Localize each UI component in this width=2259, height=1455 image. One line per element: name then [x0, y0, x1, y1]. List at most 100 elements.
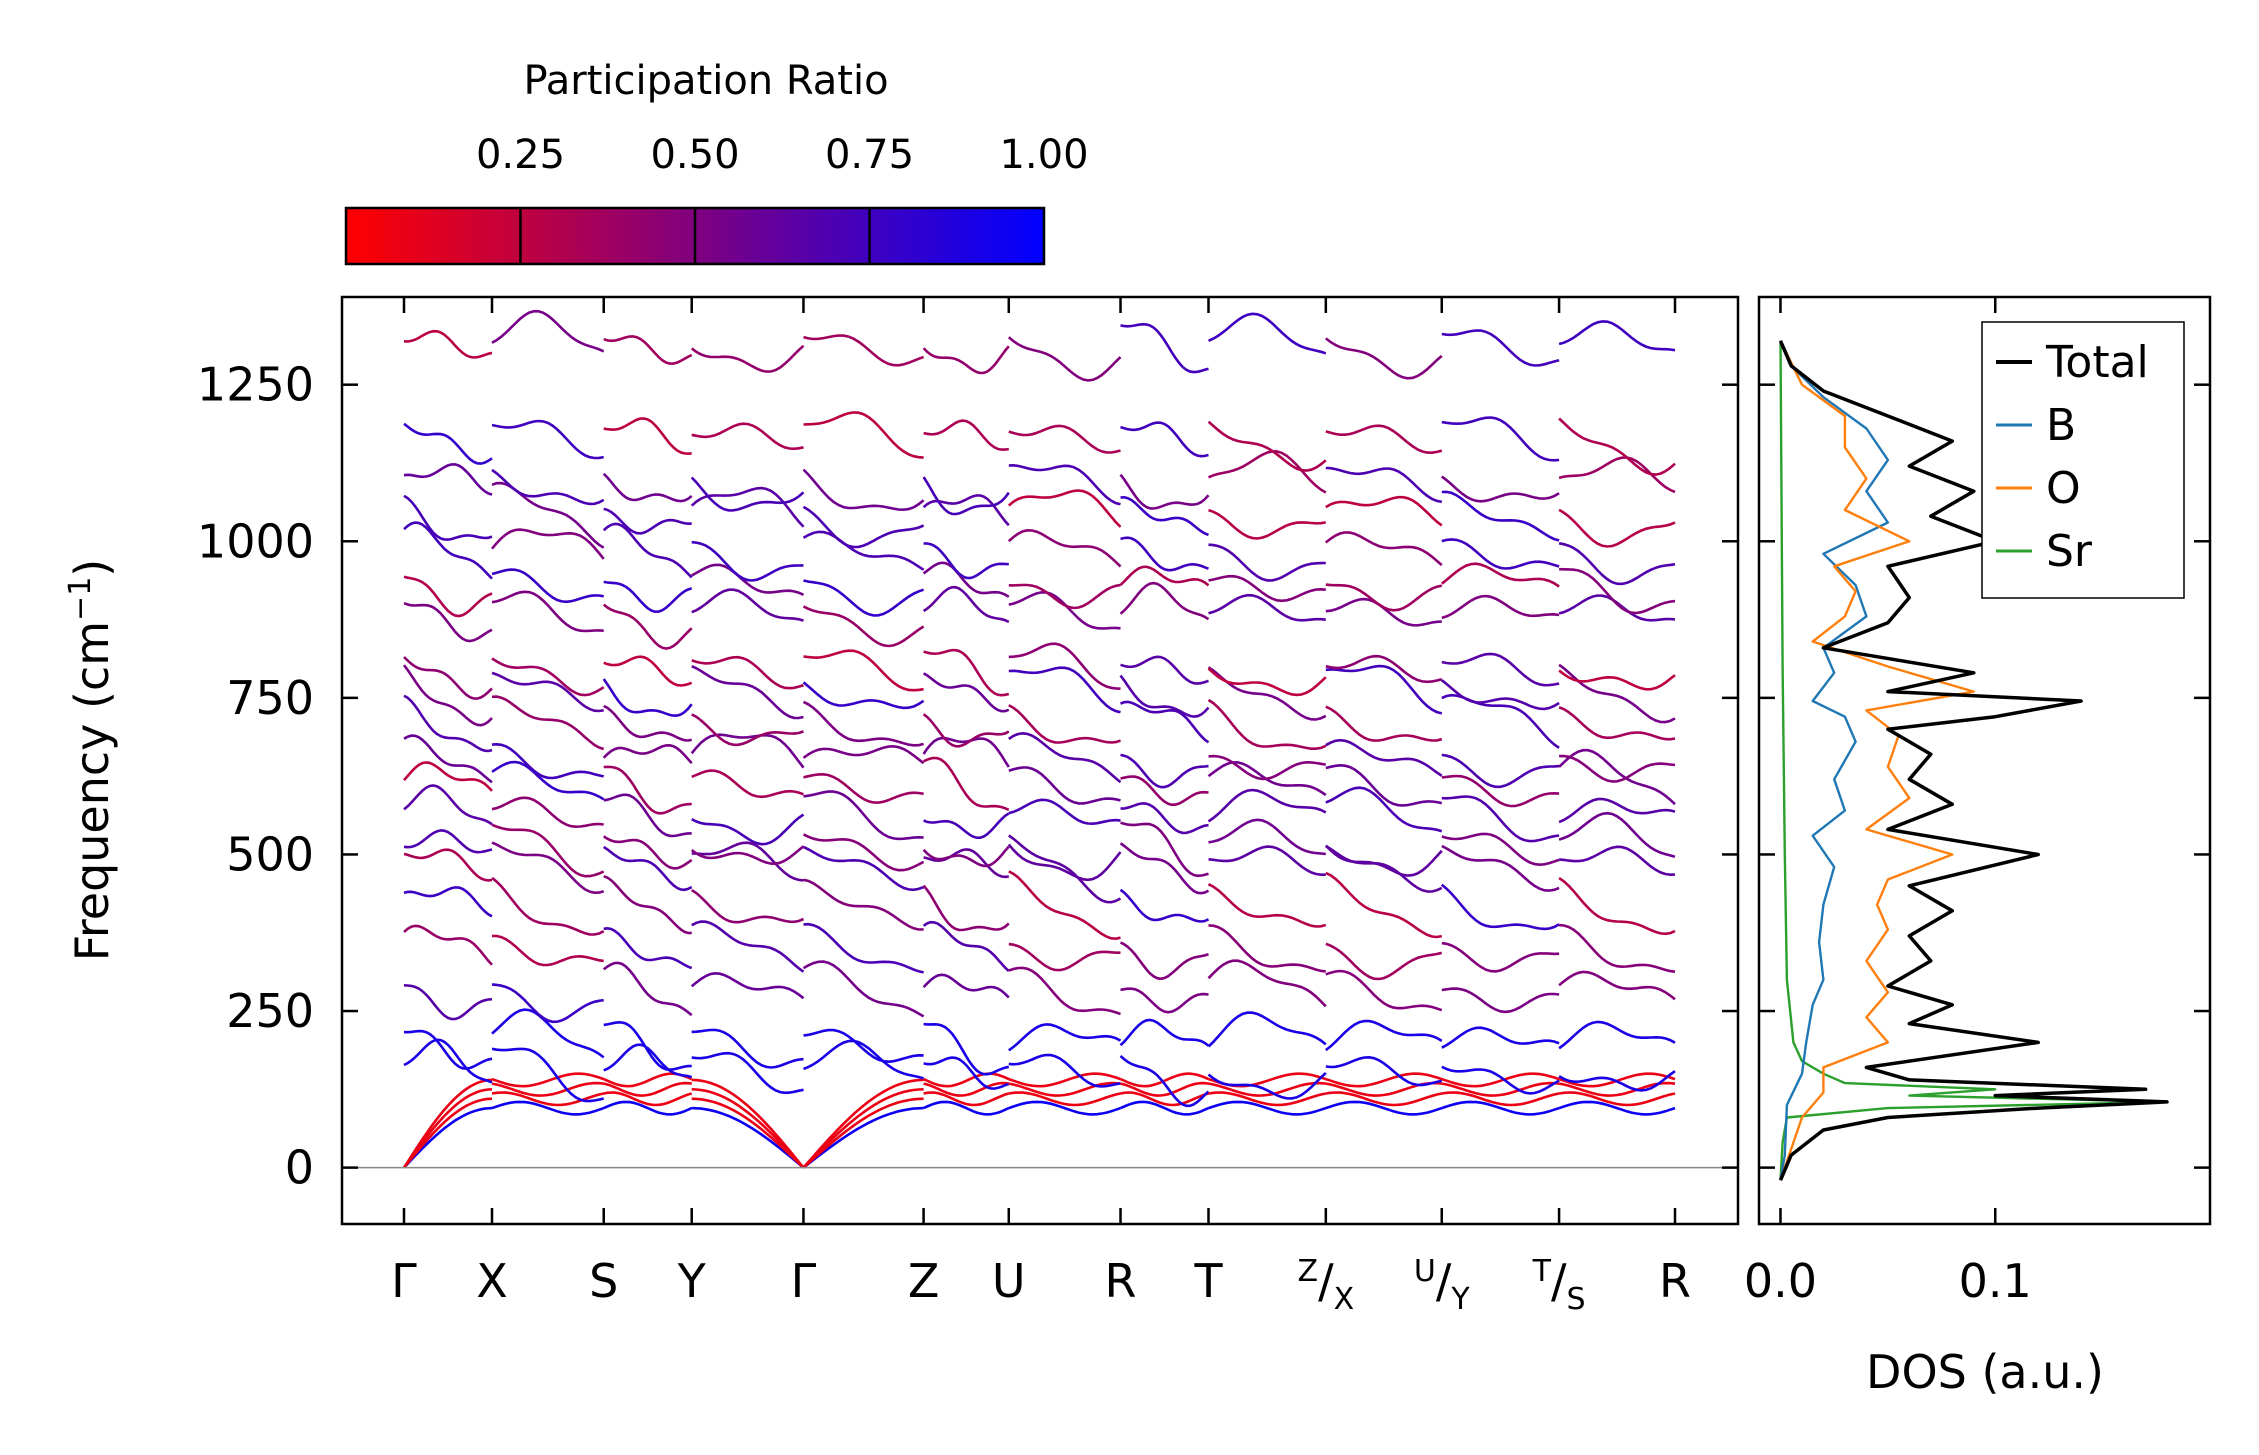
- phonon-band: [1008, 1023, 1122, 1052]
- phonon-band: [603, 874, 692, 935]
- phonon-band: [923, 542, 1009, 580]
- phonon-band: [1325, 583, 1443, 612]
- phonon-band: [603, 417, 692, 456]
- phonon-band: [1207, 420, 1327, 472]
- kpoint-label: Γ: [791, 1254, 817, 1308]
- phonon-band: [802, 1106, 924, 1169]
- kpoint-label: S: [589, 1254, 618, 1308]
- phonon-band: [1119, 1018, 1210, 1047]
- phonon-band: [1441, 941, 1560, 973]
- phonon-band: [602, 845, 693, 892]
- phonon-band: [1440, 883, 1560, 931]
- phonon-band: [1325, 942, 1443, 981]
- phonon-band: [1325, 871, 1443, 939]
- phonon-band: [803, 411, 924, 459]
- phonon-band: [922, 561, 1010, 598]
- phonon-band: [491, 796, 604, 829]
- phonon-band: [403, 601, 493, 643]
- phonon-band: [403, 848, 493, 882]
- phonon-band: [491, 1047, 605, 1103]
- phonon-band: [690, 733, 805, 769]
- phonon-band: [403, 1029, 493, 1070]
- phonon-band: [491, 671, 604, 713]
- phonon-band: [603, 1020, 692, 1072]
- phonon-band: [1208, 924, 1326, 973]
- phonon-band: [691, 1078, 805, 1169]
- phonon-band: [922, 672, 1010, 713]
- phonon-band: [1441, 1091, 1560, 1107]
- phonon-band: [922, 920, 1010, 972]
- phonon-band: [403, 656, 493, 700]
- phonon-band: [922, 345, 1010, 375]
- phonon-band: [1558, 748, 1676, 806]
- dos-y-ticks: [1759, 383, 2210, 1169]
- phonon-band: [1325, 531, 1443, 567]
- phonon-band: [1325, 1100, 1443, 1116]
- phonon-band: [1007, 489, 1122, 528]
- phonon-band: [1558, 669, 1676, 691]
- legend-label: B: [2046, 400, 2076, 451]
- colorbar-title: Participation Ratio: [523, 58, 888, 104]
- phonon-band: [1558, 542, 1676, 586]
- phonon-band: [1120, 536, 1209, 572]
- phonon-band: [403, 521, 493, 580]
- phonon-band: [1558, 456, 1676, 494]
- phonon-band: [923, 812, 1010, 839]
- phonon-band: [922, 973, 1010, 999]
- phonon-band: [1119, 1100, 1210, 1116]
- phonon-band: [691, 769, 804, 799]
- dos-lines: [1778, 340, 2169, 1181]
- phonon-band: [1441, 1081, 1560, 1097]
- phonon-band: [803, 649, 924, 692]
- phonon-band: [603, 507, 692, 535]
- phonon-band: [803, 790, 924, 841]
- phonon-band: [1325, 705, 1443, 742]
- phonon-band: [1558, 876, 1676, 936]
- phonon-band: [1441, 1072, 1560, 1088]
- phonon-band: [1207, 959, 1327, 1008]
- phonon-band: [1441, 753, 1560, 789]
- phonon-band: [1325, 1072, 1443, 1088]
- phonon-band: [491, 1008, 605, 1059]
- phonon-band: [1008, 1072, 1121, 1088]
- phonon-band: [923, 1056, 1010, 1090]
- phonon-band: [1207, 698, 1327, 750]
- phonon-band: [1558, 1100, 1676, 1116]
- phonon-band: [603, 704, 692, 742]
- phonon-band: [491, 983, 604, 1024]
- phonon-band: [1008, 731, 1122, 784]
- phonon-band: [802, 845, 925, 892]
- phonon-band: [691, 1051, 804, 1095]
- phonon-band: [922, 845, 1010, 868]
- phonon-band: [491, 568, 604, 604]
- phonon-band: [1120, 322, 1209, 374]
- kpoint-label: X: [476, 1254, 508, 1308]
- phonon-band: [691, 713, 804, 747]
- phonon-band: [1324, 844, 1443, 877]
- phonon-band: [691, 655, 804, 690]
- phonon-band: [1441, 774, 1560, 808]
- phonon-band: [691, 841, 804, 882]
- phonon-band: [491, 310, 605, 353]
- phonon-band: [1559, 754, 1676, 783]
- phonon-band: [1008, 870, 1121, 941]
- phonon-band: [1207, 1071, 1327, 1100]
- phonon-band: [1441, 844, 1560, 892]
- phonon-band: [1007, 528, 1122, 568]
- dos-x-tick-label: 0.1: [1959, 1254, 2032, 1308]
- phonon-band: [691, 1088, 805, 1169]
- phonon-band: [1440, 562, 1560, 588]
- phonon-band: [691, 540, 804, 582]
- phonon-band: [403, 575, 493, 618]
- phonon-band: [923, 1081, 1009, 1097]
- phonon-band: [1441, 594, 1560, 620]
- phonon-band: [602, 472, 693, 503]
- phonon-band: [603, 1091, 693, 1107]
- phonon-band: [1325, 337, 1443, 380]
- phonon-band: [691, 1028, 804, 1069]
- phonon-band: [1325, 1055, 1443, 1087]
- phonon-band: [1008, 1053, 1121, 1088]
- phonon-band: [1007, 843, 1122, 882]
- phonon-band: [1325, 466, 1443, 504]
- phonon-band: [1325, 763, 1443, 807]
